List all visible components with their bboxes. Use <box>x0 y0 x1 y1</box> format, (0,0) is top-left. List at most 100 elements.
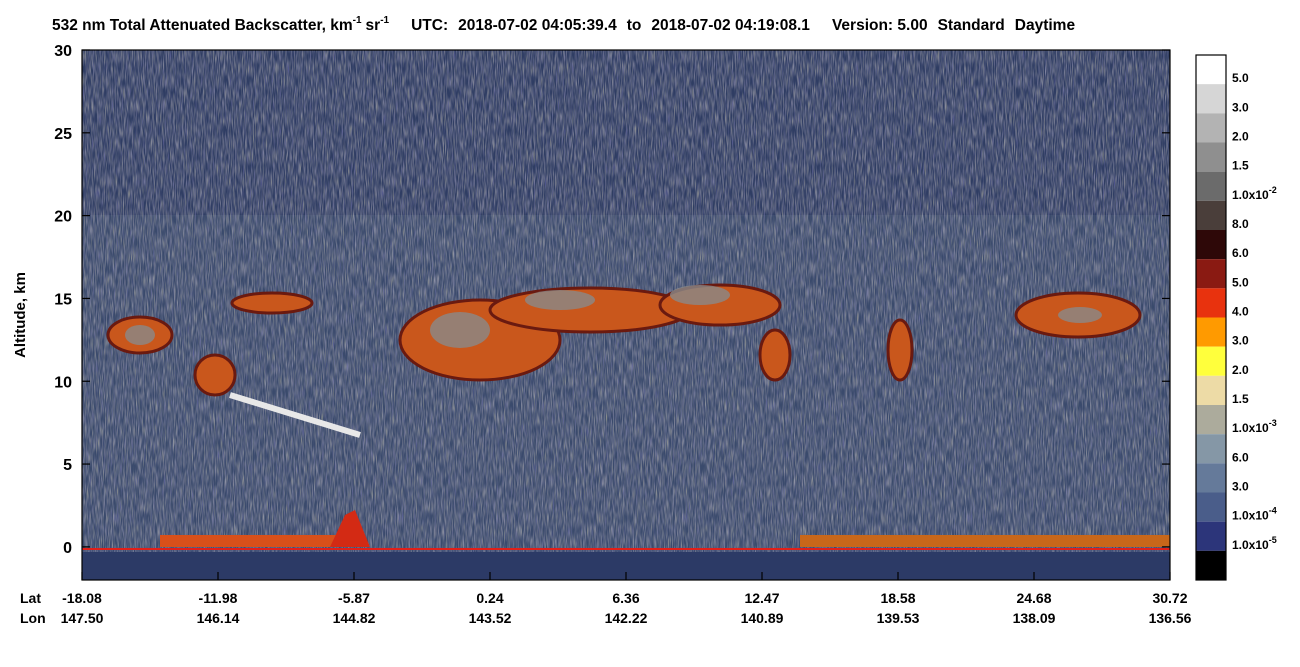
x-tick-label: 24.68 <box>1016 590 1051 606</box>
colorbar-swatch <box>1196 492 1226 522</box>
colorbar-label: 1.0x10-2 <box>1232 185 1277 202</box>
colorbar-swatch <box>1196 84 1226 114</box>
x-tick-label: 140.89 <box>741 610 784 626</box>
utc-label: UTC: <box>411 17 448 34</box>
y-tick-label: 25 <box>54 126 72 143</box>
x-tick-label: 146.14 <box>197 610 240 626</box>
colorbar-label-text: 1.0x10 <box>1232 509 1269 523</box>
colorbar-swatch <box>1196 463 1226 493</box>
x-tick-label: 12.47 <box>744 590 779 606</box>
x-tick-label: 30.72 <box>1152 590 1187 606</box>
x-tick-label: 136.56 <box>1149 610 1192 626</box>
colorbar-label-text: 1.5 <box>1232 159 1249 173</box>
colorbar-label-text: 6.0 <box>1232 246 1249 260</box>
colorbar-swatch <box>1196 230 1226 260</box>
colorbar-label: 1.0x10-5 <box>1232 535 1277 552</box>
colorbar-swatch <box>1196 142 1226 172</box>
x-tick-label: 142.22 <box>605 610 648 626</box>
x-row-label: Lat <box>20 590 41 606</box>
y-tick-label: 30 <box>54 43 72 60</box>
colorbar-label: 5.0 <box>1232 71 1249 85</box>
colorbar-label: 5.0 <box>1232 275 1249 289</box>
colorbar-label: 1.5 <box>1232 392 1249 406</box>
colorbar-swatch <box>1196 434 1226 464</box>
colorbar-label-text: 3.0 <box>1232 100 1249 114</box>
colorbar-label-text: 3.0 <box>1232 334 1249 348</box>
mode: Standard <box>938 17 1005 34</box>
x-tick-label: 143.52 <box>469 610 512 626</box>
colorbar-label-text: 2.0 <box>1232 130 1249 144</box>
colorbar-label: 1.0x10-4 <box>1232 506 1277 523</box>
y-axis-label: Altitude, km <box>12 272 29 358</box>
colorbar-label: 3.0 <box>1232 100 1249 114</box>
colorbar-label-text: 1.0x10 <box>1232 538 1269 552</box>
colorbar-swatch <box>1196 375 1226 405</box>
colorbar-label-exp: -5 <box>1269 535 1277 545</box>
colorbar-label-text: 6.0 <box>1232 450 1249 464</box>
x-tick-label: 18.58 <box>880 590 915 606</box>
x-tick-label: -5.87 <box>338 590 370 606</box>
start-time: 2018-07-02 04:05:39.4 <box>458 17 617 34</box>
colorbar-label-text: 1.0x10 <box>1232 188 1269 202</box>
colorbar-label: 2.0 <box>1232 363 1249 377</box>
y-tick-label: 20 <box>54 209 72 226</box>
x-tick-label: 6.36 <box>612 590 639 606</box>
colorbar-label: 6.0 <box>1232 450 1249 464</box>
colorbar-label: 3.0 <box>1232 334 1249 348</box>
colorbar-label: 4.0 <box>1232 305 1249 319</box>
colorbar-label-text: 1.5 <box>1232 392 1249 406</box>
backscatter-image <box>82 50 1170 580</box>
chart-title: 532 nm Total Attenuated Backscatter, km-… <box>52 15 1075 34</box>
colorbar-label-text: 8.0 <box>1232 217 1249 231</box>
title-exp: -1 <box>380 15 389 26</box>
colorbar-swatch <box>1196 317 1226 347</box>
x-tick-label: 139.53 <box>877 610 920 626</box>
colorbar-swatch <box>1196 259 1226 289</box>
y-tick-label: 0 <box>63 540 72 557</box>
x-tick-label: -18.08 <box>62 590 102 606</box>
colorbar-swatch <box>1196 288 1226 318</box>
colorbar-swatch <box>1196 55 1226 85</box>
x-row-label: Lon <box>20 610 46 626</box>
to-label: to <box>627 17 642 34</box>
colorbar-label-text: 4.0 <box>1232 305 1249 319</box>
colorbar-frame <box>1195 54 1227 581</box>
colorbar-swatch <box>1196 171 1226 201</box>
end-time: 2018-07-02 04:19:08.1 <box>651 17 810 34</box>
colorbar-label-exp: -3 <box>1269 418 1277 428</box>
colorbar-label-text: 5.0 <box>1232 71 1249 85</box>
colorbar-label-exp: -2 <box>1269 185 1277 195</box>
colorbar-swatch <box>1196 200 1226 230</box>
colorbar-swatch <box>1196 113 1226 143</box>
colorbar-label: 1.0x10-3 <box>1232 418 1277 435</box>
colorbar-label: 6.0 <box>1232 246 1249 260</box>
x-tick-label: 138.09 <box>1013 610 1056 626</box>
colorbar-label-text: 5.0 <box>1232 275 1249 289</box>
colorbar-label: 2.0 <box>1232 130 1249 144</box>
colorbar-label: 1.5 <box>1232 159 1249 173</box>
x-tick-label: -11.98 <box>199 590 238 606</box>
colorbar-label-exp: -4 <box>1269 506 1277 516</box>
colorbar-swatch <box>1196 405 1226 435</box>
time-of-day: Daytime <box>1015 17 1076 34</box>
colorbar-label-text: 1.0x10 <box>1232 421 1269 435</box>
y-tick-label: 15 <box>54 291 72 308</box>
y-tick-label: 5 <box>63 457 72 474</box>
title-unit: sr <box>366 17 381 34</box>
colorbar-swatch <box>1196 346 1226 376</box>
version: Version: 5.00 <box>832 17 928 34</box>
colorbar-label-text: 2.0 <box>1232 363 1249 377</box>
x-tick-label: 0.24 <box>476 590 503 606</box>
x-tick-label: 144.82 <box>333 610 376 626</box>
colorbar-label: 8.0 <box>1232 217 1249 231</box>
colorbar-swatch <box>1196 521 1226 551</box>
colorbar-label-text: 3.0 <box>1232 480 1249 494</box>
x-tick-label: 147.50 <box>61 610 104 626</box>
title-exp: -1 <box>353 15 362 26</box>
y-tick-label: 10 <box>54 374 72 391</box>
title-text: 532 nm Total Attenuated Backscatter, km <box>52 17 353 34</box>
colorbar-swatch <box>1196 550 1226 580</box>
colorbar-label: 3.0 <box>1232 480 1249 494</box>
